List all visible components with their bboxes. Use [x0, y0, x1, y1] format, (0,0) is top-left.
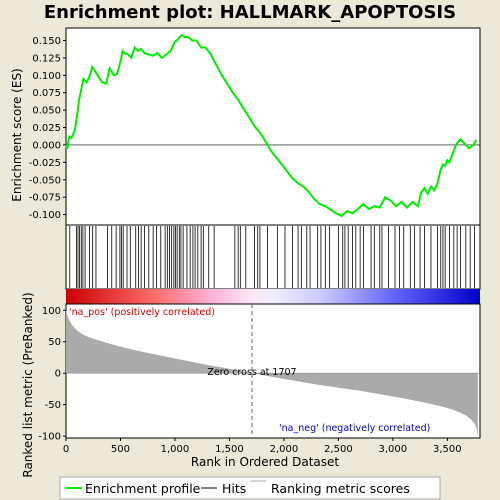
pos-correlated-label: 'na_pos' (positively correlated)	[69, 307, 215, 318]
x-tick-label: 3,000	[379, 444, 408, 455]
enrichment-panel	[65, 27, 481, 226]
hits-marks	[69, 226, 475, 288]
enrichment-profile-line	[65, 33, 478, 218]
ranking-y-axis: -100 -50 0 50 100	[38, 306, 66, 443]
ranking-y-tick-label: 100	[42, 306, 61, 317]
es-y-tick-label: 0.050	[32, 106, 61, 117]
es-y-axis: -0.100 -0.075 -0.050 -0.025 0.000 0.025 0.050 0…	[29, 36, 66, 221]
legend-hits-label: Hits	[222, 481, 246, 496]
es-y-tick-label: 0.075	[32, 88, 61, 99]
es-y-tick-label: -0.050	[29, 175, 61, 186]
plot-title: Enrichment plot: HALLMARK_APOPTOSIS	[44, 2, 456, 23]
x-tick-label: 500	[111, 444, 130, 455]
legend-enrichment-label: Enrichment profile	[85, 481, 201, 496]
es-y-tick-label: 0.000	[32, 140, 61, 151]
hits-panel	[65, 224, 481, 290]
ranking-y-tick-label: -50	[45, 400, 61, 411]
ranking-y-tick-label: 0	[55, 369, 61, 380]
x-tick-label: 2,000	[270, 444, 299, 455]
zero-cross-label: Zero cross at 1707	[207, 367, 296, 378]
es-y-tick-label: -0.075	[29, 193, 61, 204]
x-axis-label: Rank in Ordered Dataset	[191, 455, 339, 469]
ranking-color-bar	[66, 289, 480, 304]
es-y-tick-label: 0.100	[32, 71, 61, 82]
x-axis: 0 500 1,000 1,500 2,000 2,500 3,000 3,500	[63, 438, 462, 455]
es-y-tick-label: 0.025	[32, 123, 61, 134]
x-tick-label: 2,500	[324, 444, 353, 455]
x-tick-label: 0	[63, 444, 69, 455]
es-y-axis-label: Enrichment score (ES)	[10, 68, 24, 201]
ranking-y-axis-label: Ranked list metric (PreRanked)	[21, 292, 35, 477]
legend	[59, 476, 441, 500]
legend-ranking-label: Ranking metric scores	[271, 481, 410, 496]
x-tick-label: 3,500	[433, 444, 462, 455]
es-y-tick-label: -0.025	[29, 158, 61, 169]
es-y-tick-label: 0.150	[32, 36, 61, 47]
ranking-y-tick-label: -100	[38, 432, 61, 443]
es-y-tick-label: -0.100	[29, 210, 61, 221]
ranking-y-tick-label: 50	[48, 337, 61, 348]
x-tick-label: 1,500	[215, 444, 244, 455]
x-tick-label: 1,000	[161, 444, 190, 455]
neg-correlated-label: 'na_neg' (negatively correlated)	[279, 423, 430, 434]
es-y-tick-label: 0.125	[32, 53, 61, 64]
